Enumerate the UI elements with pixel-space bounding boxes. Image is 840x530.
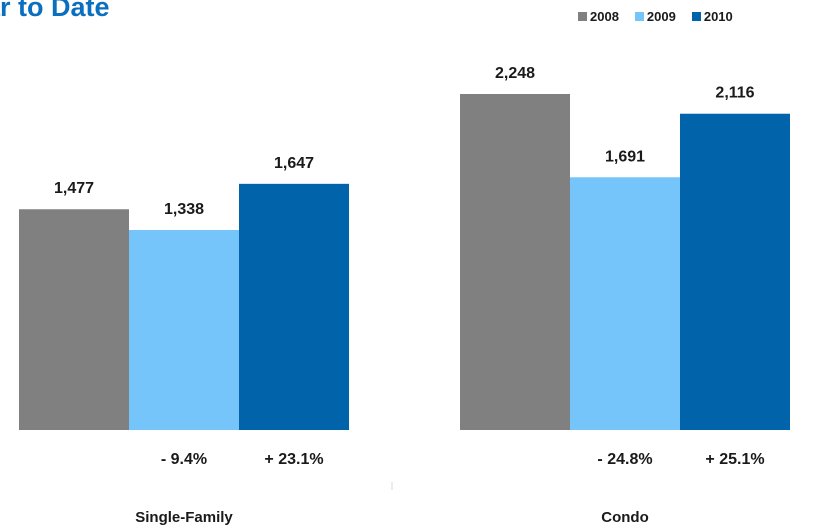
data-label-condo-2010: 2,116 [715, 85, 754, 102]
data-label-single-family-2010: 1,647 [274, 155, 314, 172]
legend-label-2010: 2010 [703, 8, 733, 24]
bar-single-family-2010 [239, 183, 349, 430]
data-label-single-family-2008: 1,477 [54, 180, 94, 197]
legend-item-2010: 2010 [691, 8, 733, 24]
category-label-single-family: Single-Family [135, 509, 233, 526]
legend-swatch-2010 [691, 11, 701, 21]
legend-swatch-2008 [578, 11, 587, 21]
chart-title: ear to Date [0, 0, 110, 22]
legend-item-2009: 2009 [634, 8, 676, 24]
data-label-single-family-2009: 1,338 [164, 201, 204, 218]
legend-label-2008: 2008 [590, 8, 619, 24]
bar-condo-2009 [570, 177, 680, 430]
category-label-condo: Condo [601, 509, 648, 526]
legend-swatch-2009 [634, 11, 644, 21]
data-label-condo-2008: 2,248 [495, 65, 535, 82]
bar-condo-2008 [460, 94, 570, 430]
bar-condo-2010 [680, 113, 790, 430]
legend: 2008 2009 2010 [578, 8, 749, 24]
change-label-condo-2009: - 24.8% [597, 451, 652, 468]
data-label-condo-2009: 1,691 [605, 148, 645, 165]
bar-single-family-2008 [19, 209, 129, 430]
change-label-single-family-2010: + 23.1% [264, 451, 323, 468]
legend-label-2009: 2009 [646, 8, 676, 24]
change-label-condo-2010: + 25.1% [705, 451, 764, 468]
change-label-single-family-2009: - 9.4% [161, 451, 207, 468]
bar-single-family-2009 [129, 230, 239, 430]
legend-item-2008: 2008 [578, 9, 619, 24]
